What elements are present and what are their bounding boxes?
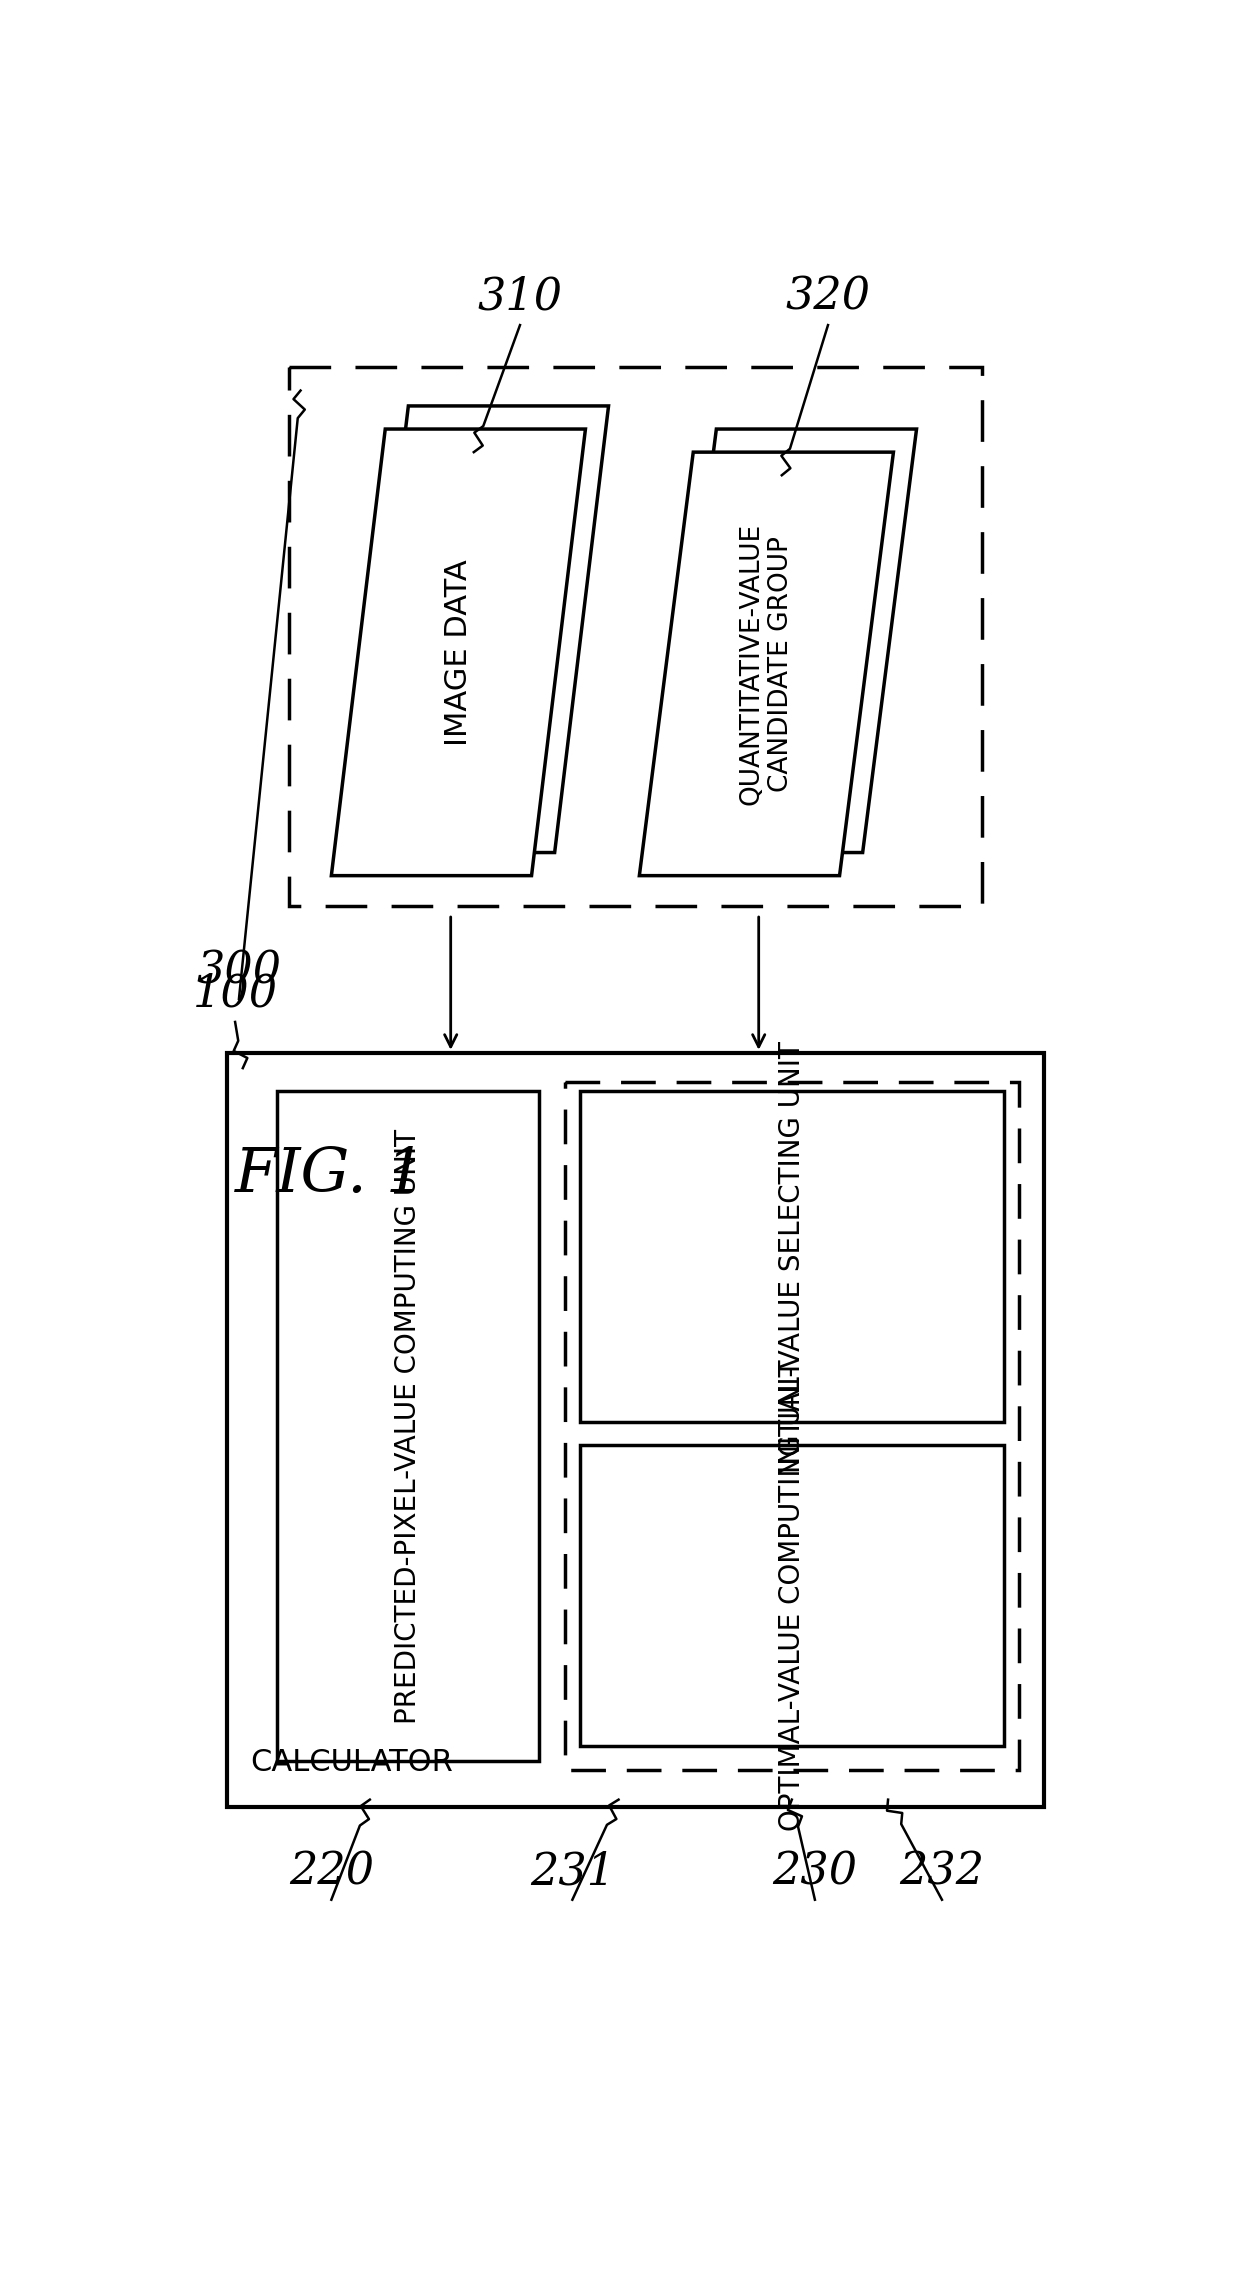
- Text: OPTIMAL-VALUE COMPUTING UNIT: OPTIMAL-VALUE COMPUTING UNIT: [777, 1359, 806, 1831]
- Text: 232: 232: [899, 1850, 985, 1893]
- Text: 300: 300: [196, 949, 281, 992]
- Bar: [289, 367, 982, 905]
- Text: PREDICTED-PIXEL-VALUE COMPUTING UNIT: PREDICTED-PIXEL-VALUE COMPUTING UNIT: [394, 1128, 423, 1724]
- Text: INITIAL-VALUE SELECTING UNIT: INITIAL-VALUE SELECTING UNIT: [777, 1041, 806, 1474]
- Text: 230: 230: [773, 1850, 858, 1893]
- Bar: [564, 1082, 1019, 1769]
- Text: IMAGE DATA: IMAGE DATA: [444, 559, 472, 745]
- Text: 310: 310: [477, 275, 563, 319]
- Text: FIG. 1: FIG. 1: [236, 1146, 427, 1206]
- Polygon shape: [662, 429, 916, 853]
- Bar: [580, 1446, 1003, 1747]
- Bar: [580, 1091, 1003, 1423]
- Text: QUANTITATIVE-VALUE
CANDIDATE GROUP: QUANTITATIVE-VALUE CANDIDATE GROUP: [738, 523, 795, 804]
- Text: 100: 100: [192, 972, 278, 1015]
- Text: 231: 231: [529, 1850, 615, 1893]
- Text: CALCULATOR: CALCULATOR: [250, 1747, 454, 1776]
- Bar: [278, 1091, 539, 1760]
- Text: 220: 220: [289, 1850, 374, 1893]
- Polygon shape: [331, 429, 585, 876]
- Text: 320: 320: [785, 275, 870, 319]
- Polygon shape: [640, 452, 894, 876]
- Polygon shape: [355, 406, 609, 853]
- Bar: [227, 1052, 1044, 1808]
